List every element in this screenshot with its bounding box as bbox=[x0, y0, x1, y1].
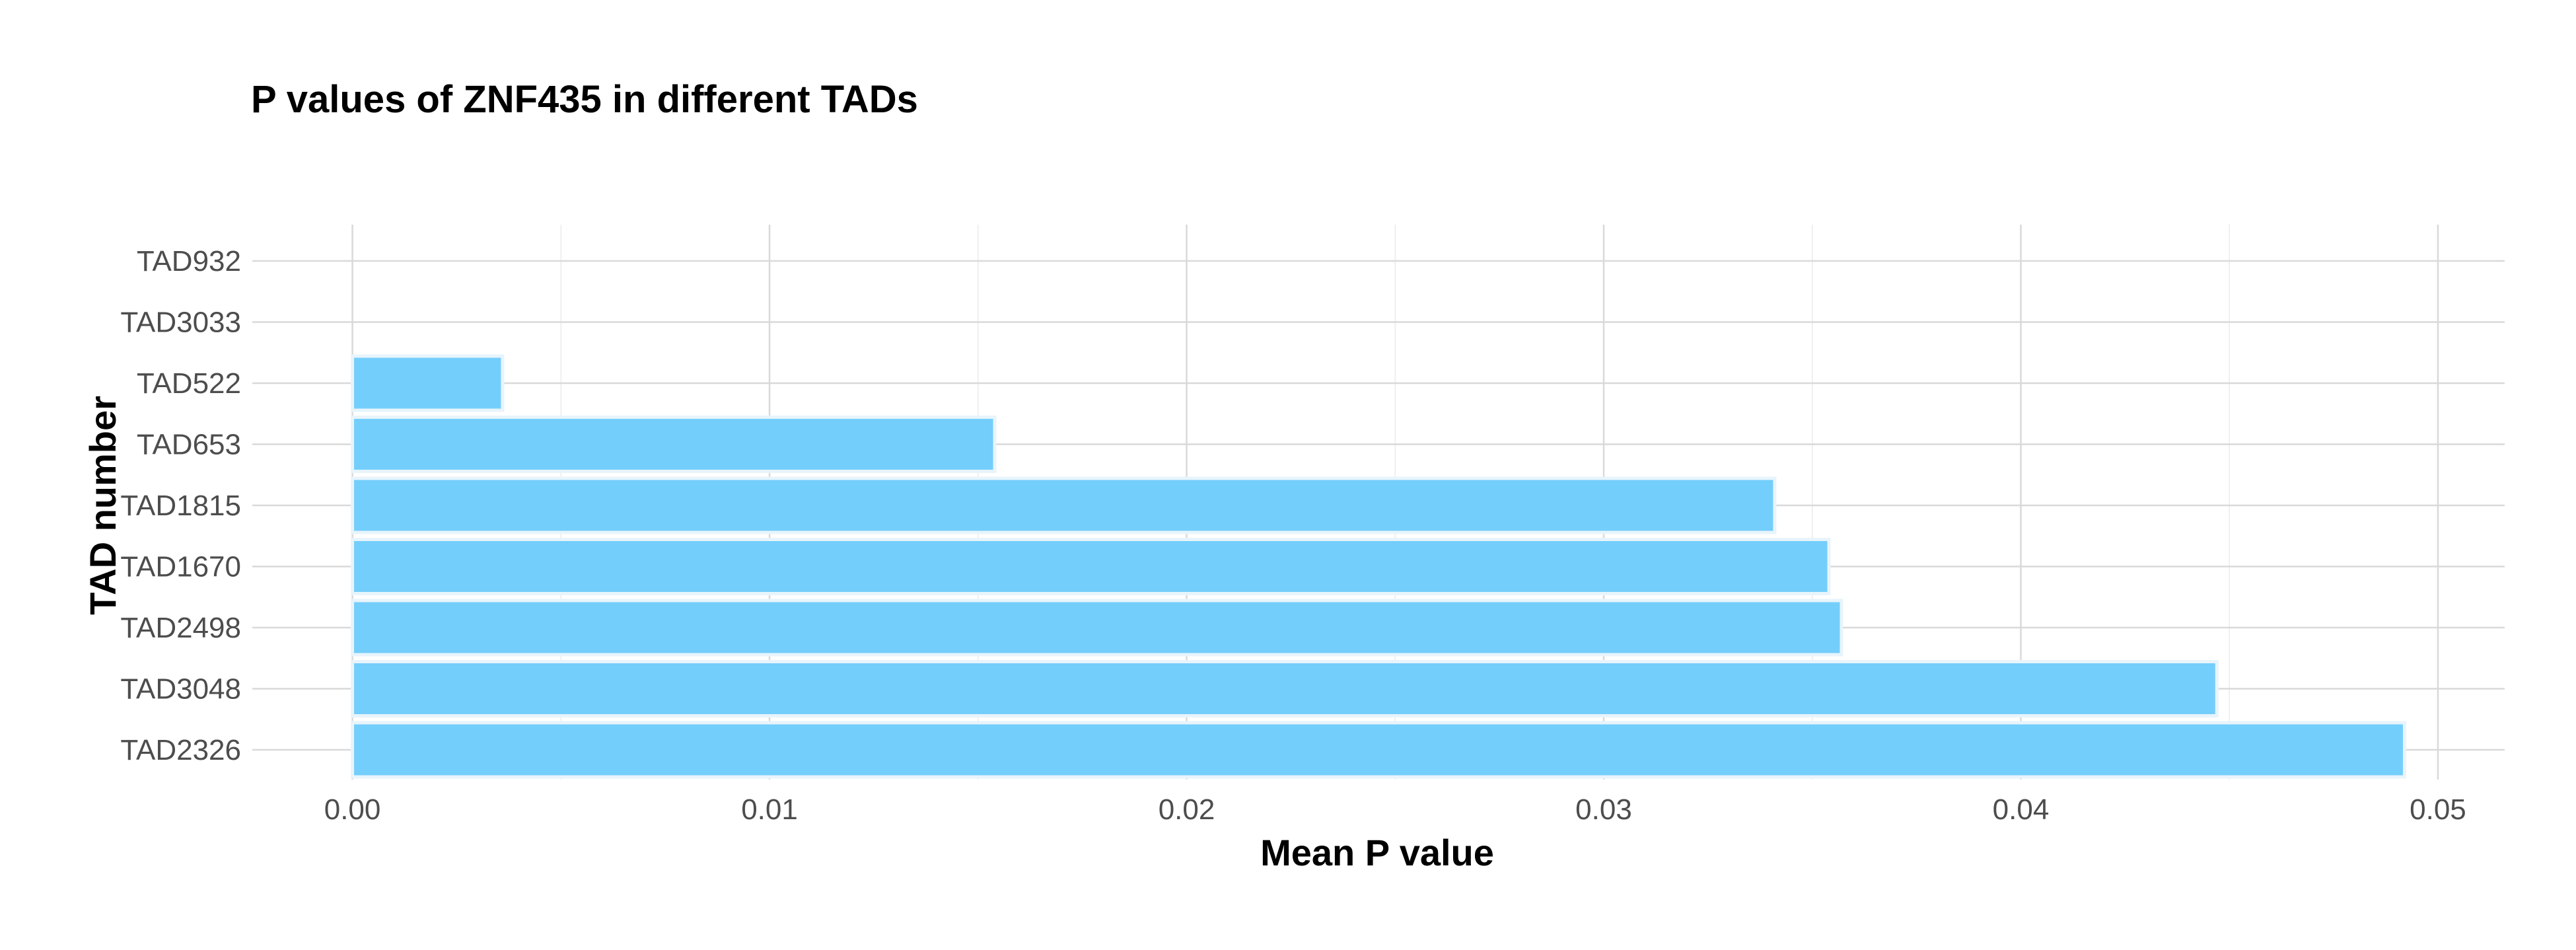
y-tick-label: TAD3048 bbox=[120, 673, 241, 706]
bar-tad653 bbox=[351, 416, 997, 473]
bars bbox=[351, 354, 2406, 779]
y-tick-label: TAD653 bbox=[137, 429, 241, 461]
bar-tad2326 bbox=[351, 721, 2406, 779]
bar-tad2498 bbox=[351, 599, 1843, 657]
y-tick-label: TAD932 bbox=[137, 245, 241, 277]
y-tick-label: TAD522 bbox=[137, 367, 241, 400]
y-tick-label: TAD2326 bbox=[120, 734, 241, 766]
y-axis-ticks: TAD932 TAD3033 TAD522 TAD653 TAD1815 TAD1670 T… bbox=[120, 245, 241, 766]
y-tick-label: TAD2498 bbox=[120, 612, 241, 644]
x-tick-label: 0.03 bbox=[1575, 793, 1632, 826]
x-tick-label: 0.04 bbox=[1993, 793, 2050, 826]
bar-tad3048 bbox=[351, 660, 2219, 717]
y-tick-label: TAD1815 bbox=[120, 490, 241, 522]
x-axis-title: Mean P value bbox=[1260, 832, 1494, 873]
chart-title: P values of ZNF435 in different TADs bbox=[251, 78, 918, 121]
y-tick-label: TAD1670 bbox=[120, 551, 241, 583]
x-tick-label: 0.01 bbox=[741, 793, 798, 826]
bar-tad522 bbox=[351, 354, 505, 412]
x-tick-label: 0.00 bbox=[324, 793, 381, 826]
x-tick-label: 0.02 bbox=[1159, 793, 1215, 826]
bar-tad1815 bbox=[351, 476, 1777, 534]
y-axis-title: TAD number bbox=[82, 396, 124, 615]
bar-tad1670 bbox=[351, 538, 1831, 595]
x-axis-ticks: 0.00 0.01 0.02 0.03 0.04 0.05 bbox=[324, 793, 2466, 826]
y-tick-label: TAD3033 bbox=[120, 307, 241, 339]
x-tick-label: 0.05 bbox=[2410, 793, 2466, 826]
